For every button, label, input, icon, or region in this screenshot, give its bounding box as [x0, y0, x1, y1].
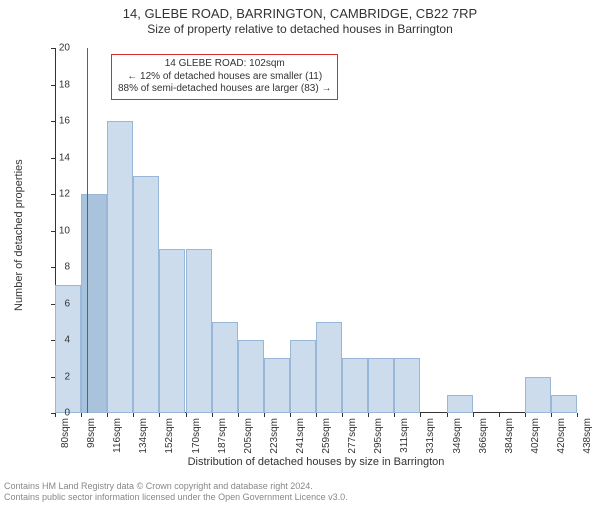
x-axis-label: Distribution of detached houses by size …	[55, 456, 577, 468]
x-tick-mark	[264, 413, 265, 417]
x-tick-label: 277sqm	[347, 418, 358, 458]
x-tick-mark	[447, 413, 448, 417]
histogram-bar	[238, 340, 264, 413]
y-tick-label: 18	[40, 79, 70, 90]
footer-line-1: Contains HM Land Registry data © Crown c…	[4, 481, 348, 491]
x-tick-mark	[394, 413, 395, 417]
y-tick-label: 6	[40, 298, 70, 309]
x-tick-label: 205sqm	[243, 418, 254, 458]
y-tick-label: 20	[40, 43, 70, 54]
y-tick-label: 12	[40, 189, 70, 200]
page-title: 14, GLEBE ROAD, BARRINGTON, CAMBRIDGE, C…	[0, 6, 600, 21]
reference-line	[87, 48, 88, 413]
y-tick-label: 0	[40, 408, 70, 419]
x-tick-label: 134sqm	[138, 418, 149, 458]
x-tick-mark	[473, 413, 474, 417]
x-tick-label: 187sqm	[217, 418, 228, 458]
plot-area	[55, 48, 577, 413]
histogram-bar	[212, 322, 238, 413]
y-tick-label: 14	[40, 152, 70, 163]
x-tick-label: 223sqm	[269, 418, 280, 458]
y-tick-label: 8	[40, 262, 70, 273]
annotation-line-3: 88% of semi-detached houses are larger (…	[118, 83, 331, 96]
histogram-bar	[264, 358, 290, 413]
x-tick-mark	[525, 413, 526, 417]
footer-attribution: Contains HM Land Registry data © Crown c…	[4, 481, 348, 502]
histogram-bar	[107, 121, 133, 413]
x-tick-label: 170sqm	[191, 418, 202, 458]
x-tick-mark	[368, 413, 369, 417]
x-tick-label: 295sqm	[373, 418, 384, 458]
x-tick-mark	[551, 413, 552, 417]
x-tick-mark	[577, 413, 578, 417]
x-tick-label: 402sqm	[530, 418, 541, 458]
x-tick-mark	[290, 413, 291, 417]
x-tick-mark	[499, 413, 500, 417]
y-axis-label: Number of detached properties	[13, 159, 25, 311]
histogram-bar	[525, 377, 551, 414]
x-tick-label: 366sqm	[478, 418, 489, 458]
histogram-bar	[290, 340, 316, 413]
x-tick-label: 98sqm	[86, 418, 97, 458]
y-tick-label: 2	[40, 371, 70, 382]
x-tick-label: 80sqm	[60, 418, 71, 458]
x-tick-label: 152sqm	[164, 418, 175, 458]
histogram-bar	[133, 176, 159, 413]
page-subtitle: Size of property relative to detached ho…	[0, 22, 600, 36]
x-tick-mark	[212, 413, 213, 417]
x-tick-label: 259sqm	[321, 418, 332, 458]
histogram-bar	[342, 358, 368, 413]
x-tick-label: 241sqm	[295, 418, 306, 458]
x-tick-mark	[107, 413, 108, 417]
x-tick-label: 331sqm	[425, 418, 436, 458]
histogram-bar	[81, 194, 107, 413]
x-tick-label: 349sqm	[452, 418, 463, 458]
annotation-callout: 14 GLEBE ROAD: 102sqm ← 12% of detached …	[111, 54, 338, 100]
histogram-bar	[394, 358, 420, 413]
histogram-bar	[551, 395, 577, 413]
histogram-bar	[316, 322, 342, 413]
x-tick-mark	[81, 413, 82, 417]
annotation-line-2: ← 12% of detached houses are smaller (11…	[118, 71, 331, 84]
histogram-bar	[368, 358, 394, 413]
x-tick-mark	[238, 413, 239, 417]
x-tick-mark	[133, 413, 134, 417]
footer-line-2: Contains public sector information licen…	[4, 492, 348, 502]
x-tick-label: 311sqm	[399, 418, 410, 458]
histogram-bar	[186, 249, 212, 413]
x-tick-mark	[186, 413, 187, 417]
annotation-line-1: 14 GLEBE ROAD: 102sqm	[118, 58, 331, 71]
y-tick-label: 10	[40, 225, 70, 236]
x-tick-mark	[159, 413, 160, 417]
x-tick-label: 116sqm	[112, 418, 123, 458]
histogram-bar	[447, 395, 473, 413]
x-tick-label: 384sqm	[504, 418, 515, 458]
x-tick-mark	[420, 413, 421, 417]
x-tick-mark	[316, 413, 317, 417]
x-tick-label: 438sqm	[582, 418, 593, 458]
histogram-bar	[159, 249, 185, 413]
y-tick-label: 4	[40, 335, 70, 346]
y-tick-label: 16	[40, 116, 70, 127]
x-tick-mark	[342, 413, 343, 417]
chart-container: Number of detached properties 14 GLEBE R…	[55, 48, 577, 436]
x-tick-label: 420sqm	[556, 418, 567, 458]
